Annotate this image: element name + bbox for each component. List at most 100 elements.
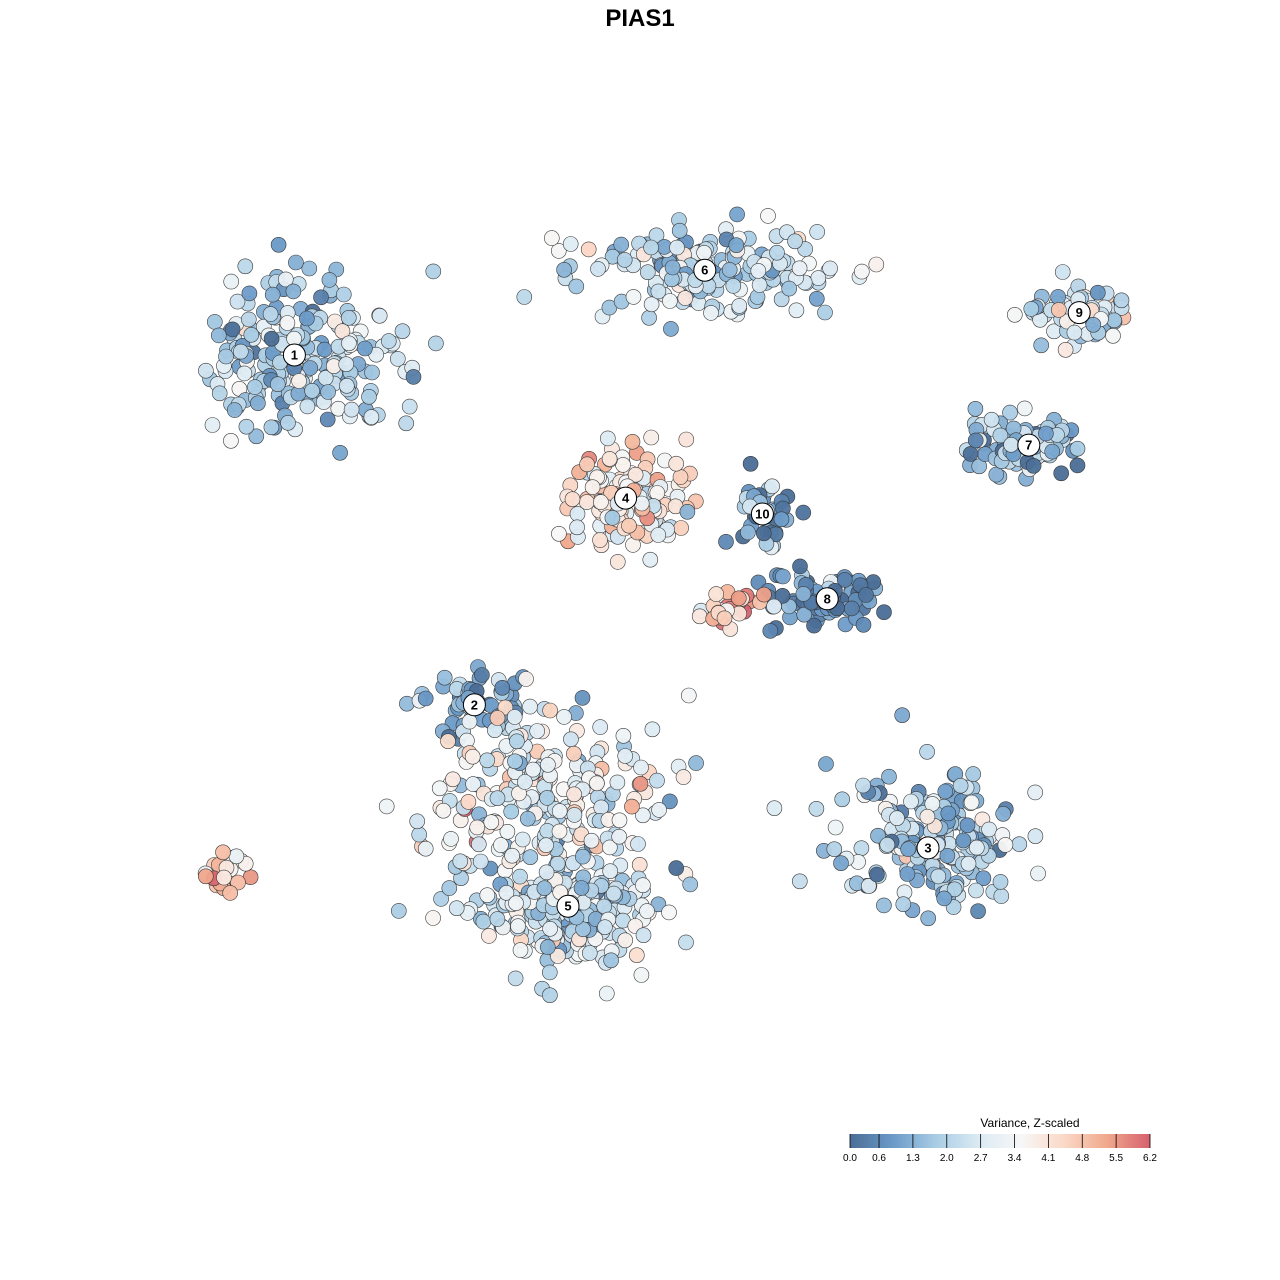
cell-point (1113, 292, 1130, 309)
cell-point (343, 401, 360, 418)
cell-point (566, 807, 583, 823)
cell-point (279, 315, 296, 331)
cell-point (489, 710, 506, 726)
cell-point (590, 261, 606, 277)
cell-point (280, 414, 296, 431)
cluster-label-badge (614, 486, 638, 510)
cell-point (766, 800, 783, 817)
cell-point (361, 388, 377, 405)
cell-point (566, 786, 582, 803)
cell-point (625, 289, 642, 305)
cluster-label-badge (750, 502, 774, 526)
cell-point (1023, 301, 1040, 317)
cell-point (435, 802, 452, 819)
cell-point (678, 934, 694, 951)
cell-point (551, 823, 568, 840)
cell-point (628, 947, 645, 964)
cell-point (795, 504, 812, 521)
cell-point (750, 263, 767, 279)
cell-point (826, 841, 843, 858)
cell-point (766, 598, 782, 615)
cell-point (464, 748, 481, 765)
cell-point (445, 771, 461, 788)
cell-point (519, 810, 536, 827)
cell-point (788, 302, 805, 319)
cell-point (635, 927, 652, 944)
cell-point (1085, 316, 1102, 333)
cell-point (563, 731, 579, 748)
cell-point (1057, 341, 1074, 358)
cell-point (512, 942, 529, 958)
cluster-label-badge (693, 258, 717, 282)
cell-point (708, 586, 725, 602)
legend-tick-label: 5.5 (1109, 1153, 1123, 1164)
cell-point (755, 525, 772, 542)
cell-point (499, 823, 516, 840)
cell-point (461, 713, 478, 730)
cell-point (573, 880, 590, 896)
cell-point (409, 813, 426, 830)
color-legend: Variance, Z-scaled 0.0 0.6 1.3 2.0 2.7 3.4 4.1… (843, 1116, 1157, 1164)
cell-point (224, 321, 241, 338)
cell-point (731, 298, 748, 314)
legend-tick-label: 6.2 (1143, 1153, 1157, 1164)
cell-point (650, 527, 667, 543)
cell-point (338, 377, 355, 394)
cell-point (725, 278, 742, 294)
cell-point (494, 679, 511, 696)
cell-point (718, 533, 734, 550)
cell-point (512, 868, 528, 885)
cell-point (1053, 465, 1069, 482)
cell-point (876, 897, 892, 914)
cell-point (975, 870, 992, 887)
cell-point (599, 430, 616, 447)
cell-point (436, 669, 453, 686)
cell-point (609, 554, 626, 570)
cell-point (967, 400, 984, 417)
cell-point (796, 606, 813, 623)
cell-point (489, 790, 506, 807)
points-layer (197, 206, 1132, 1004)
cell-point (299, 310, 315, 327)
cell-point (556, 261, 572, 278)
cell-point (919, 743, 935, 760)
cell-point (810, 270, 827, 286)
cluster-label-badge (556, 894, 580, 918)
cell-point (340, 309, 357, 326)
cell-point (479, 752, 496, 769)
cell-point (1105, 327, 1121, 344)
cell-point (507, 970, 524, 987)
cell-point (510, 918, 526, 935)
legend-tick-label: 2.0 (940, 1153, 954, 1164)
cell-point (635, 877, 651, 894)
cell-point (241, 311, 257, 328)
cell-point (338, 356, 355, 373)
cell-point (222, 885, 238, 901)
cell-point (688, 755, 704, 771)
cell-point (769, 244, 785, 261)
cell-point (601, 839, 618, 856)
legend-tick-label: 2.7 (974, 1153, 988, 1164)
cell-point (363, 409, 380, 425)
cluster-label-text: 9 (1076, 305, 1083, 320)
cell-point (481, 928, 497, 944)
cell-point (983, 411, 1000, 428)
cell-point (398, 415, 415, 432)
cell-point (795, 586, 812, 602)
cell-point (433, 891, 449, 907)
cell-point (285, 283, 302, 300)
cell-point (216, 869, 232, 886)
cell-point (542, 920, 558, 937)
cluster-label-5: 5 (556, 894, 580, 918)
cell-point (630, 836, 646, 852)
cell-point (226, 402, 243, 418)
cell-point (716, 610, 733, 627)
cluster-label-text: 3 (924, 840, 931, 855)
cell-point (262, 306, 279, 322)
cell-point (643, 239, 659, 256)
cell-point (876, 604, 892, 621)
cell-point (264, 286, 281, 303)
legend-tick-label: 4.1 (1041, 1153, 1055, 1164)
cell-point (988, 466, 1005, 483)
cell-point (229, 293, 246, 310)
